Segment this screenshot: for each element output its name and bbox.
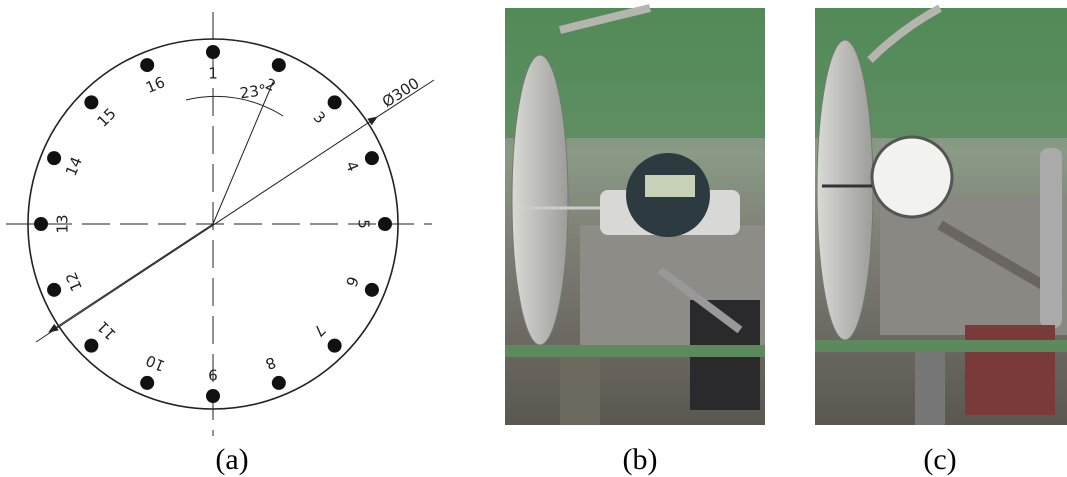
point-label: 5 xyxy=(355,219,373,229)
point-label: 11 xyxy=(93,317,119,343)
measure-point xyxy=(140,58,154,72)
point-label: 3 xyxy=(310,108,329,127)
point-label: 7 xyxy=(310,321,329,340)
point-label: 15 xyxy=(93,104,119,130)
point-label: 14 xyxy=(62,154,86,179)
angle-label: 23° xyxy=(239,81,268,103)
point-label: 13 xyxy=(54,214,72,233)
dimension-line xyxy=(36,117,377,342)
point-label: 6 xyxy=(342,274,362,290)
point-label: 2 xyxy=(263,75,279,95)
point-label: 1 xyxy=(208,65,218,83)
point-label: 10 xyxy=(143,351,168,375)
measure-point xyxy=(206,45,220,59)
point-label: 8 xyxy=(263,353,279,373)
angle-line xyxy=(213,82,273,224)
measure-point xyxy=(206,389,220,403)
diameter-label: Ø300 xyxy=(379,74,423,111)
measure-point xyxy=(34,217,48,231)
measure-point xyxy=(272,58,286,72)
measure-point xyxy=(328,339,342,353)
point-label: 9 xyxy=(208,366,218,384)
angle-arc xyxy=(186,96,283,116)
measure-point xyxy=(328,95,342,109)
caption: (c) xyxy=(923,443,956,476)
measure-point xyxy=(365,151,379,165)
measure-point xyxy=(365,283,379,297)
point-label: 4 xyxy=(342,159,362,175)
photo-b xyxy=(505,8,765,425)
caption: (b) xyxy=(623,443,658,476)
point-label: 12 xyxy=(62,269,86,294)
figure: 23° Ø300 12345678910111213141516 (a) (b)… xyxy=(0,0,1067,477)
page: 23° Ø300 12345678910111213141516 (a) (b)… xyxy=(0,0,1067,477)
measure-point xyxy=(378,217,392,231)
measure-point xyxy=(140,376,154,390)
caption: (a) xyxy=(215,443,248,476)
measure-point xyxy=(47,283,61,297)
measure-point xyxy=(272,376,286,390)
measure-point xyxy=(84,95,98,109)
point-label: 16 xyxy=(143,73,168,97)
measure-point xyxy=(84,339,98,353)
measure-point xyxy=(47,151,61,165)
photo-c xyxy=(815,8,1067,425)
